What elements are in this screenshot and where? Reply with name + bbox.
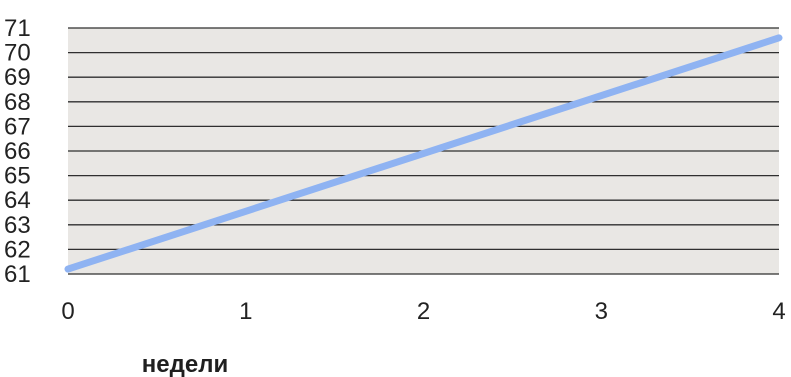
x-tick-label: 4 [772,298,785,325]
y-tick-label: 68 [4,89,31,116]
y-tick-label: 61 [4,261,31,288]
y-tick-label: 69 [4,64,31,91]
y-tick-label: 71 [4,15,31,42]
x-tick-label: 0 [61,298,74,325]
y-tick-label: 67 [4,113,31,140]
x-axis-title: недели [142,351,228,377]
x-tick-label: 3 [595,298,608,325]
x-axis-labels: 0 1 2 3 4 [61,298,785,325]
y-tick-label: 62 [4,236,31,263]
y-tick-label: 65 [4,163,31,190]
series-layer [64,34,783,273]
y-tick-label: 66 [4,138,31,165]
x-tick-label: 1 [239,298,252,325]
grid-lines [68,27,779,275]
series-line-0 [64,34,783,273]
y-tick-label: 70 [4,40,31,67]
y-tick-label: 64 [4,187,31,214]
y-tick-label: 63 [4,212,31,239]
x-tick-label: 2 [417,298,430,325]
